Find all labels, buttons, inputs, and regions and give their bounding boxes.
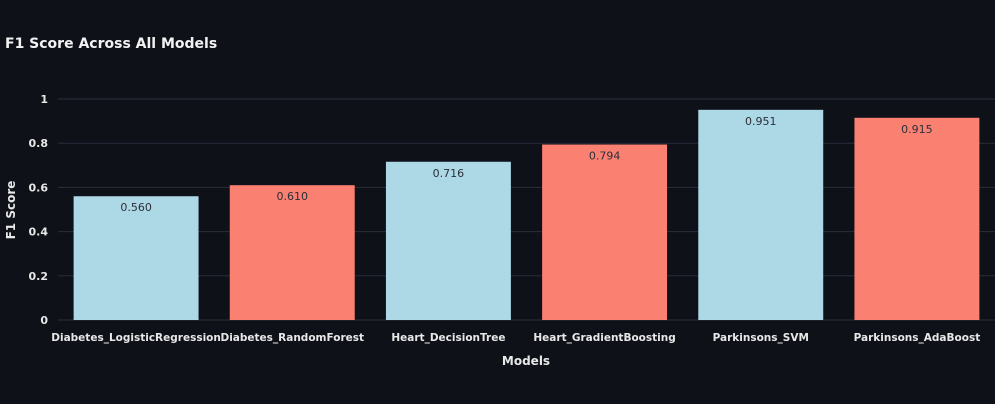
chart-title: F1 Score Across All Models <box>5 36 218 52</box>
y-tick-label: 0.8 <box>29 137 49 150</box>
grid-lines <box>58 98 995 321</box>
bar[interactable] <box>229 185 355 320</box>
bar-value-label: 0.951 <box>745 115 777 128</box>
x-tick-label: Heart_DecisionTree <box>391 332 505 344</box>
bar-value-label: 0.794 <box>589 150 621 163</box>
bar[interactable] <box>854 117 980 320</box>
bar[interactable] <box>73 196 199 320</box>
bar[interactable] <box>698 109 824 320</box>
bars: 0.560 0.610 0.716 0.794 0.951 0.915 <box>73 109 980 320</box>
x-tick-label: Heart_GradientBoosting <box>533 332 675 344</box>
y-tick-labels: 0 0.2 0.4 0.6 0.8 1 <box>29 93 49 327</box>
bar-value-label: 0.560 <box>120 201 152 214</box>
y-tick-label: 0.2 <box>29 270 49 283</box>
bar[interactable] <box>542 144 668 320</box>
y-tick-label: 1 <box>40 93 48 106</box>
x-tick-label: Diabetes_RandomForest <box>220 332 364 344</box>
x-axis-label: Models <box>502 354 550 368</box>
x-tick-label: Parkinsons_AdaBoost <box>854 332 981 344</box>
x-tick-labels: Diabetes_LogisticRegression Diabetes_Rand… <box>51 332 980 344</box>
x-tick-label: Parkinsons_SVM <box>713 332 809 344</box>
bar-value-label: 0.610 <box>277 190 309 203</box>
y-axis-label: F1 Score <box>4 181 18 240</box>
bar-value-label: 0.716 <box>433 167 465 180</box>
x-tick-label: Diabetes_LogisticRegression <box>51 332 221 344</box>
y-tick-label: 0.4 <box>29 226 49 239</box>
bar[interactable] <box>385 161 511 320</box>
y-tick-label: 0 <box>40 314 48 327</box>
bar-value-label: 0.915 <box>901 123 933 136</box>
y-tick-label: 0.6 <box>29 181 49 194</box>
